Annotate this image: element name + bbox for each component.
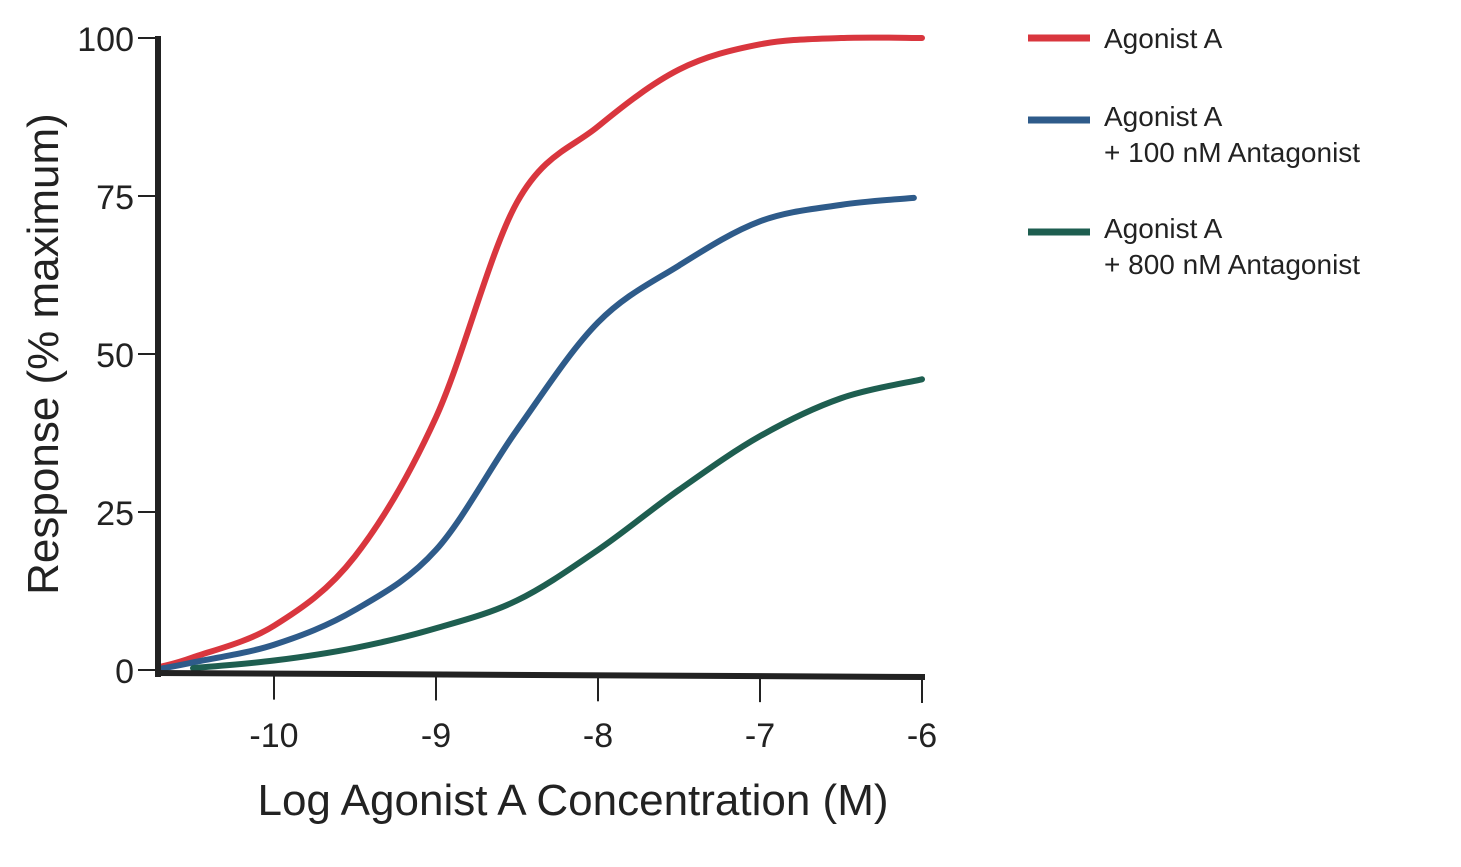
x-tick-label: -10 bbox=[249, 717, 298, 755]
y-tick-label: 100 bbox=[77, 21, 134, 59]
series-line-3 bbox=[190, 376, 925, 672]
series-line-1 bbox=[157, 34, 925, 670]
x-tick-label: -7 bbox=[745, 717, 775, 755]
x-tick-label: -9 bbox=[421, 717, 451, 755]
y-tick-label: 50 bbox=[96, 337, 134, 375]
x-axis-label: Log Agonist A Concentration (M) bbox=[257, 776, 888, 825]
y-axis-label: Response (% maximum) bbox=[19, 113, 68, 595]
x-axis bbox=[154, 670, 926, 680]
y-tick-label: 75 bbox=[96, 179, 134, 217]
legend-label: Agonist A bbox=[1104, 213, 1223, 244]
curves bbox=[157, 34, 925, 672]
y-tick-label: 25 bbox=[96, 495, 134, 533]
x-tick-label: -8 bbox=[583, 717, 613, 755]
x-ticks: -10 -9 -8 -7 -6 bbox=[249, 673, 937, 755]
y-ticks: 0 25 50 75 100 bbox=[77, 21, 158, 691]
legend-label: Agonist A bbox=[1104, 23, 1223, 54]
legend-item-1: Agonist A bbox=[1028, 23, 1223, 54]
legend-item-2: Agonist A + 100 nM Antagonist bbox=[1028, 101, 1360, 168]
x-tick-label: -6 bbox=[907, 717, 937, 755]
series-line-2 bbox=[157, 194, 917, 672]
legend-label: Agonist A bbox=[1104, 101, 1223, 132]
legend-label: + 800 nM Antagonist bbox=[1104, 249, 1360, 280]
y-tick-label: 0 bbox=[115, 653, 134, 691]
legend-label: + 100 nM Antagonist bbox=[1104, 137, 1360, 168]
legend-item-3: Agonist A + 800 nM Antagonist bbox=[1028, 213, 1360, 280]
